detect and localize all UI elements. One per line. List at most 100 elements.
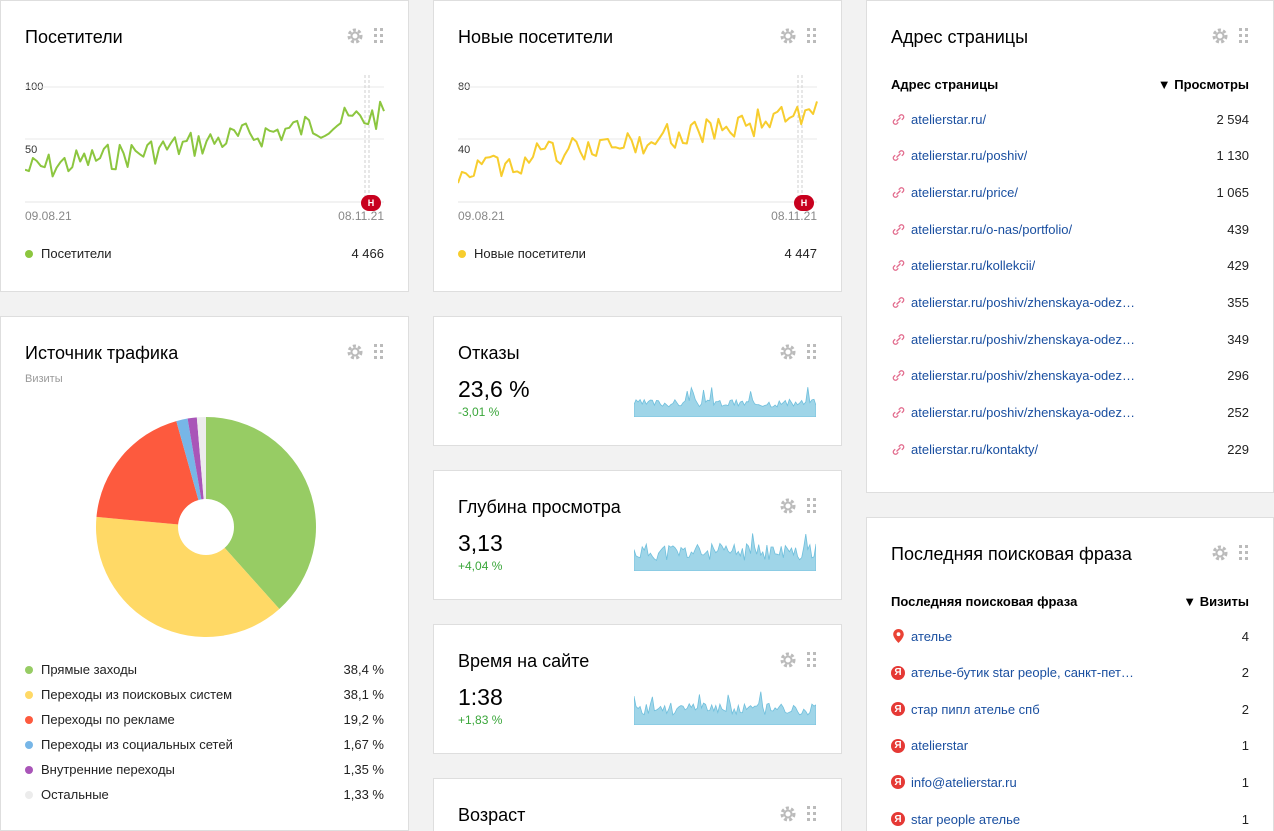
table-row[interactable]: atelierstar.ru/2 594 <box>891 109 1249 129</box>
legend-item[interactable]: Переходы по рекламе <box>25 712 175 727</box>
drag-handle-icon[interactable] <box>807 344 817 360</box>
search-phrase-link[interactable]: info@atelierstar.ru <box>911 774 1017 790</box>
table-row[interactable]: atelierstar.ru/poshiv/1 130 <box>891 146 1249 166</box>
search-phrase-link[interactable]: atelierstar <box>911 738 969 754</box>
new-visitors-line-chart[interactable] <box>458 75 820 205</box>
holiday-badge[interactable]: Н <box>794 195 814 211</box>
legend-label: Остальные <box>41 787 109 802</box>
traffic-pie-chart[interactable] <box>95 416 317 638</box>
gear-icon[interactable] <box>1211 27 1229 45</box>
table-row[interactable]: atelierstar.ru/kollekcii/429 <box>891 256 1249 276</box>
widget-tools <box>779 27 817 45</box>
widget-title: Отказы <box>458 343 520 363</box>
drag-handle-icon[interactable] <box>374 28 384 44</box>
drag-handle-icon[interactable] <box>1239 28 1249 44</box>
table-row[interactable]: atelierstar.ru/price/1 065 <box>891 182 1249 202</box>
page-views-value: 252 <box>1227 405 1249 421</box>
search-phrase-link[interactable]: стар пипл ателье спб <box>911 701 1040 717</box>
gear-icon[interactable] <box>346 27 364 45</box>
table-row[interactable]: atelierstar.ru/kontakty/229 <box>891 439 1249 459</box>
legend-dot <box>25 790 33 799</box>
page-url-link[interactable]: atelierstar.ru/poshiv/zhenskaya-odez… <box>911 331 1136 347</box>
legend-value: 38,1 % <box>343 687 384 702</box>
table-row[interactable]: atelierstar.ru/o-nas/portfolio/439 <box>891 219 1249 239</box>
visitors-line-chart[interactable] <box>25 75 387 205</box>
pie-slice[interactable] <box>206 417 316 609</box>
sparkline-area <box>634 533 816 571</box>
drag-handle-icon[interactable] <box>1239 545 1249 561</box>
search-visits-value: 4 <box>1241 628 1249 644</box>
legend-item[interactable]: Прямые заходы <box>25 662 137 677</box>
column-header-views[interactable]: ▼ Просмотры <box>1157 77 1249 92</box>
pie-slice[interactable] <box>96 516 280 637</box>
legend-value: 4 466 <box>351 246 384 261</box>
holiday-badge[interactable]: Н <box>361 195 381 211</box>
gear-icon[interactable] <box>346 343 364 361</box>
page-url-link[interactable]: atelierstar.ru/price/ <box>911 184 1018 200</box>
drag-handle-icon[interactable] <box>807 652 817 668</box>
sparkline <box>634 386 816 417</box>
table-row[interactable]: atelierstar.ru/poshiv/zhenskaya-odez… 349 <box>891 329 1249 349</box>
drag-handle-icon[interactable] <box>374 344 384 360</box>
page-url-link[interactable]: atelierstar.ru/poshiv/zhenskaya-odez… <box>911 368 1136 384</box>
page-views-value: 439 <box>1227 221 1249 237</box>
yandex-icon: Я <box>891 665 905 680</box>
link-icon <box>891 332 905 346</box>
gear-icon[interactable] <box>779 805 797 823</box>
page-url-link[interactable]: atelierstar.ru/kontakty/ <box>911 441 1039 457</box>
gear-icon[interactable] <box>779 27 797 45</box>
legend-item[interactable]: Переходы из социальных сетей <box>25 737 233 752</box>
legend-dot <box>25 715 33 724</box>
table-row[interactable]: atelierstar.ru/poshiv/zhenskaya-odez… 296 <box>891 366 1249 386</box>
link-icon <box>891 222 905 236</box>
pie-slice[interactable] <box>176 418 206 527</box>
column-header-visits[interactable]: ▼ Визиты <box>1183 594 1249 609</box>
page-url-link[interactable]: atelierstar.ru/poshiv/ <box>911 148 1028 164</box>
pie-slice[interactable] <box>96 421 206 527</box>
sparkline <box>634 533 816 571</box>
legend-item[interactable]: Новые посетители <box>458 246 586 261</box>
search-phrase-link[interactable]: ателье <box>911 628 953 644</box>
series-line[interactable] <box>25 100 385 178</box>
gear-icon[interactable] <box>1211 544 1229 562</box>
legend-item[interactable]: Переходы из поисковых систем <box>25 687 232 702</box>
gear-icon[interactable] <box>779 497 797 515</box>
page-url-link[interactable]: atelierstar.ru/poshiv/zhenskaya-odez… <box>911 405 1136 421</box>
legend-item[interactable]: Посетители <box>25 246 112 261</box>
legend-label: Переходы по рекламе <box>41 712 175 727</box>
legend-item[interactable]: Остальные <box>25 787 109 802</box>
table-row[interactable]: ателье 4 <box>891 626 1249 646</box>
gear-icon[interactable] <box>779 651 797 669</box>
drag-handle-icon[interactable] <box>807 498 817 514</box>
metric-delta: -3,01 % <box>458 405 500 419</box>
link-icon <box>891 296 905 310</box>
metric-value: 23,6 % <box>458 376 530 402</box>
legend-dot <box>25 690 33 699</box>
link-icon <box>891 442 905 456</box>
metric-value: 1:38 <box>458 684 503 710</box>
widget-subtitle: Визиты <box>25 373 63 385</box>
gear-icon[interactable] <box>779 343 797 361</box>
search-phrase-link[interactable]: ателье-бутик star people, санкт-пете… <box>911 665 1139 681</box>
series-line[interactable] <box>458 101 818 184</box>
date-start-label: 09.08.21 <box>25 209 72 223</box>
page-url-link[interactable]: atelierstar.ru/kollekcii/ <box>911 258 1036 274</box>
legend-item[interactable]: Внутренние переходы <box>25 762 175 777</box>
table-row[interactable]: atelierstar.ru/poshiv/zhenskaya-odez… 252 <box>891 403 1249 423</box>
page-url-link[interactable]: atelierstar.ru/ <box>911 111 987 127</box>
drag-handle-icon[interactable] <box>807 806 817 822</box>
page-url-link[interactable]: atelierstar.ru/o-nas/portfolio/ <box>911 221 1073 237</box>
yandex-icon: Я <box>891 775 905 790</box>
page-url-link[interactable]: atelierstar.ru/poshiv/zhenskaya-odez… <box>911 295 1136 310</box>
column-header-phrase: Последняя поисковая фраза <box>891 594 1078 609</box>
table-row[interactable]: atelierstar.ru/poshiv/zhenskaya-odez… 355 <box>891 293 1249 313</box>
metric-delta: +1,83 % <box>458 713 503 727</box>
page-views-value: 355 <box>1227 295 1249 310</box>
drag-handle-icon[interactable] <box>807 28 817 44</box>
search-phrase-link[interactable]: star people ателье <box>911 811 1021 827</box>
